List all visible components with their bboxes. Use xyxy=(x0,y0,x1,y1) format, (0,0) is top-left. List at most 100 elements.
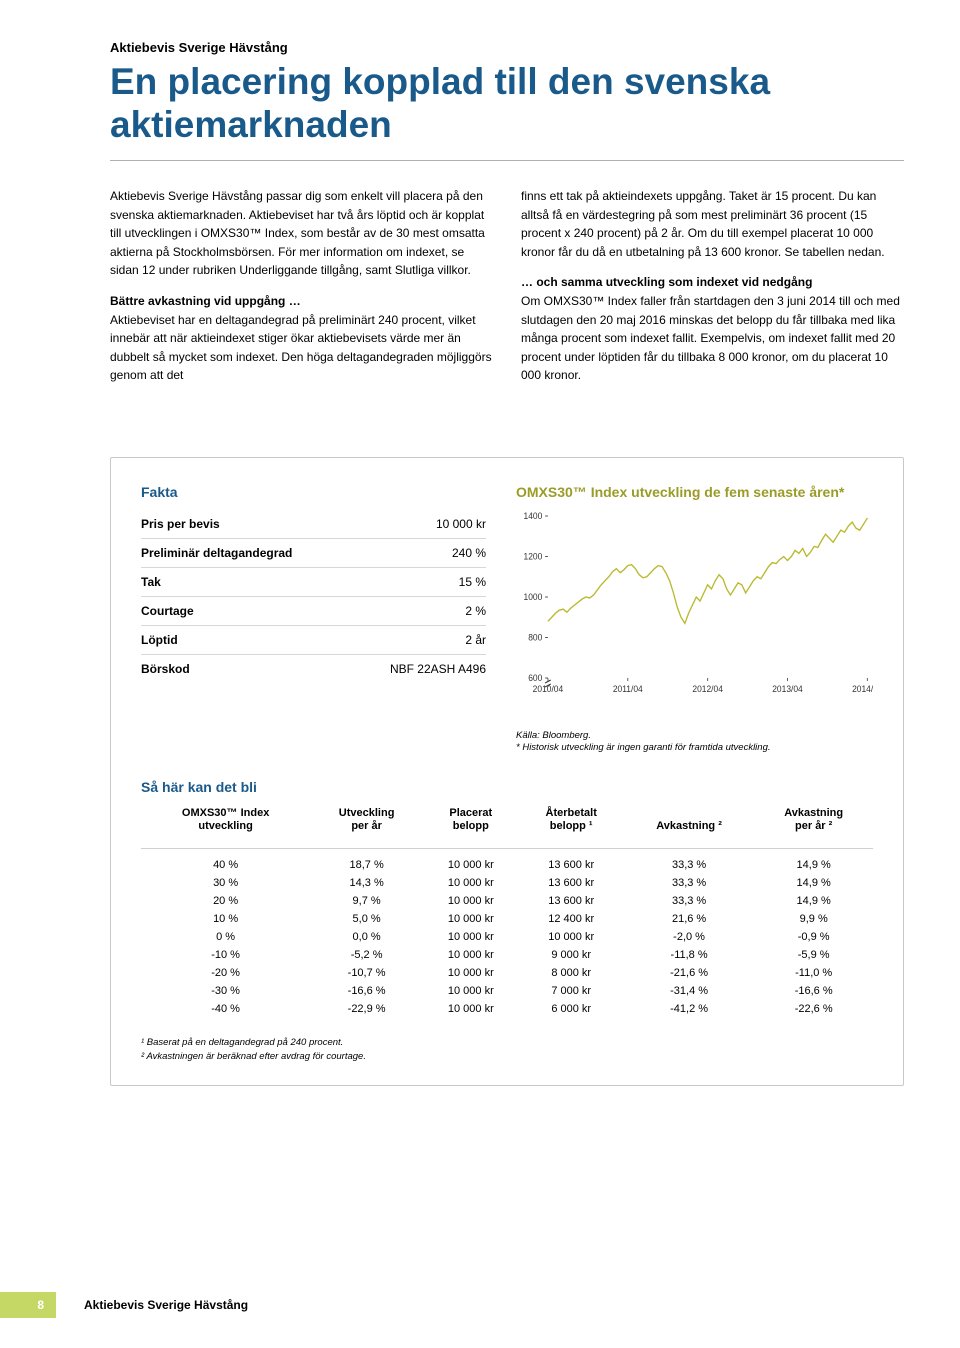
cell: 0,0 % xyxy=(310,928,423,946)
th-peryear: Utvecklingper år xyxy=(310,803,423,849)
cell: 0 % xyxy=(141,928,310,946)
fakta-label: Pris per bevis xyxy=(141,510,352,539)
fakta-label: Tak xyxy=(141,568,352,597)
cell: -31,4 % xyxy=(624,982,755,1000)
svg-text:1200: 1200 xyxy=(524,551,543,561)
fakta-value: 10 000 kr xyxy=(352,510,486,539)
th-placerat: Placeratbelopp xyxy=(423,803,519,849)
fakta-value: 2 år xyxy=(352,626,486,655)
scenario-row: -30 %-16,6 %10 000 kr7 000 kr-31,4 %-16,… xyxy=(141,982,873,1000)
cell: -2,0 % xyxy=(624,928,755,946)
data-panel: Fakta Pris per bevis10 000 krPreliminär … xyxy=(110,457,904,1086)
cell: 13 600 kr xyxy=(519,849,624,875)
footnote: ² Avkastningen är beräknad efter avdrag … xyxy=(141,1050,873,1063)
footer-label: Aktiebevis Sverige Hävstång xyxy=(84,1298,248,1312)
cell: 9 000 kr xyxy=(519,946,624,964)
svg-text:1400: 1400 xyxy=(524,511,543,521)
paragraph-text: Aktiebeviset har en deltagandegrad på pr… xyxy=(110,313,492,383)
cell: -41,2 % xyxy=(624,1000,755,1018)
cell: 10 % xyxy=(141,910,310,928)
scenario-row: 10 %5,0 %10 000 kr12 400 kr21,6 %9,9 % xyxy=(141,910,873,928)
cell: 10 000 kr xyxy=(423,874,519,892)
cell: 6 000 kr xyxy=(519,1000,624,1018)
scenario-title: Så här kan det bli xyxy=(141,779,873,795)
cell: -10,7 % xyxy=(310,964,423,982)
fakta-row: Tak15 % xyxy=(141,568,486,597)
fakta-label: Preliminär deltagandegrad xyxy=(141,539,352,568)
cell: -21,6 % xyxy=(624,964,755,982)
fakta-value: 15 % xyxy=(352,568,486,597)
scenario-row: 30 %14,3 %10 000 kr13 600 kr33,3 %14,9 % xyxy=(141,874,873,892)
cell: -16,6 % xyxy=(754,982,873,1000)
page-number: 8 xyxy=(0,1292,56,1318)
cell: -10 % xyxy=(141,946,310,964)
paragraph: Bättre avkastning vid uppgång …Aktiebevi… xyxy=(110,292,493,385)
fakta-table: Pris per bevis10 000 krPreliminär deltag… xyxy=(141,510,486,683)
footnote: ¹ Baserat på en deltagandegrad på 240 pr… xyxy=(141,1036,873,1049)
cell: 20 % xyxy=(141,892,310,910)
paragraph-text: Om OMXS30™ Index faller från startdagen … xyxy=(521,294,900,382)
fakta-value: 240 % xyxy=(352,539,486,568)
th-aterbetalt: Återbetaltbelopp ¹ xyxy=(519,803,624,849)
chart-block: OMXS30™ Index utveckling de fem senaste … xyxy=(516,484,873,755)
cell: 10 000 kr xyxy=(423,928,519,946)
svg-text:2010/04: 2010/04 xyxy=(533,684,564,694)
fakta-value: 2 % xyxy=(352,597,486,626)
cell: -40 % xyxy=(141,1000,310,1018)
cell: 7 000 kr xyxy=(519,982,624,1000)
scenario-row: -20 %-10,7 %10 000 kr8 000 kr-21,6 %-11,… xyxy=(141,964,873,982)
cell: -30 % xyxy=(141,982,310,1000)
fakta-row: Löptid2 år xyxy=(141,626,486,655)
cell: -0,9 % xyxy=(754,928,873,946)
chart-source: Källa: Bloomberg. * Historisk utveckling… xyxy=(516,730,873,755)
th-avkastning: Avkastning ² xyxy=(624,803,755,849)
fakta-row: Courtage2 % xyxy=(141,597,486,626)
page-footer: 8 Aktiebevis Sverige Hävstång xyxy=(0,1292,248,1318)
table-header-row: OMXS30™ Indexutveckling Utvecklingper år… xyxy=(141,803,873,849)
cell: 12 400 kr xyxy=(519,910,624,928)
cell: -22,6 % xyxy=(754,1000,873,1018)
cell: 10 000 kr xyxy=(423,1000,519,1018)
scenario-row: 0 %0,0 %10 000 kr10 000 kr-2,0 %-0,9 % xyxy=(141,928,873,946)
cell: 10 000 kr xyxy=(423,982,519,1000)
svg-text:2012/04: 2012/04 xyxy=(692,684,723,694)
cell: 13 600 kr xyxy=(519,892,624,910)
fakta-label: Courtage xyxy=(141,597,352,626)
line-chart: 6008001000120014002010/042011/042012/042… xyxy=(516,510,873,700)
cell: -5,9 % xyxy=(754,946,873,964)
cell: 14,9 % xyxy=(754,892,873,910)
cell: 33,3 % xyxy=(624,849,755,875)
page-headline: En placering kopplad till den svenska ak… xyxy=(110,61,904,146)
cell: 10 000 kr xyxy=(423,964,519,982)
cell: -22,9 % xyxy=(310,1000,423,1018)
cell: 18,7 % xyxy=(310,849,423,875)
fakta-row: Preliminär deltagandegrad240 % xyxy=(141,539,486,568)
chart-source-line: * Historisk utveckling är ingen garanti … xyxy=(516,742,771,753)
fakta-label: Börskod xyxy=(141,655,352,684)
cell: 10 000 kr xyxy=(519,928,624,946)
scenario-row: 20 %9,7 %10 000 kr13 600 kr33,3 %14,9 % xyxy=(141,892,873,910)
svg-text:800: 800 xyxy=(528,632,542,642)
divider xyxy=(110,160,904,161)
svg-text:2013/04: 2013/04 xyxy=(772,684,803,694)
fakta-label: Löptid xyxy=(141,626,352,655)
cell: 9,9 % xyxy=(754,910,873,928)
data-panel-top: Fakta Pris per bevis10 000 krPreliminär … xyxy=(141,484,873,755)
cell: -11,0 % xyxy=(754,964,873,982)
cell: 5,0 % xyxy=(310,910,423,928)
column-right: finns ett tak på aktieindexets uppgång. … xyxy=(521,187,904,397)
paragraph: … och samma utveckling som indexet vid n… xyxy=(521,273,904,385)
chart-title: OMXS30™ Index utveckling de fem senaste … xyxy=(516,484,873,500)
chart-source-line: Källa: Bloomberg. xyxy=(516,730,591,741)
cell: 33,3 % xyxy=(624,874,755,892)
body-columns: Aktiebevis Sverige Hävstång passar dig s… xyxy=(110,187,904,397)
fakta-row: Pris per bevis10 000 kr xyxy=(141,510,486,539)
cell: 9,7 % xyxy=(310,892,423,910)
cell: 13 600 kr xyxy=(519,874,624,892)
cell: -11,8 % xyxy=(624,946,755,964)
cell: 14,3 % xyxy=(310,874,423,892)
cell: -5,2 % xyxy=(310,946,423,964)
cell: 10 000 kr xyxy=(423,910,519,928)
cell: 10 000 kr xyxy=(423,892,519,910)
fakta-value: NBF 22ASH A496 xyxy=(352,655,486,684)
